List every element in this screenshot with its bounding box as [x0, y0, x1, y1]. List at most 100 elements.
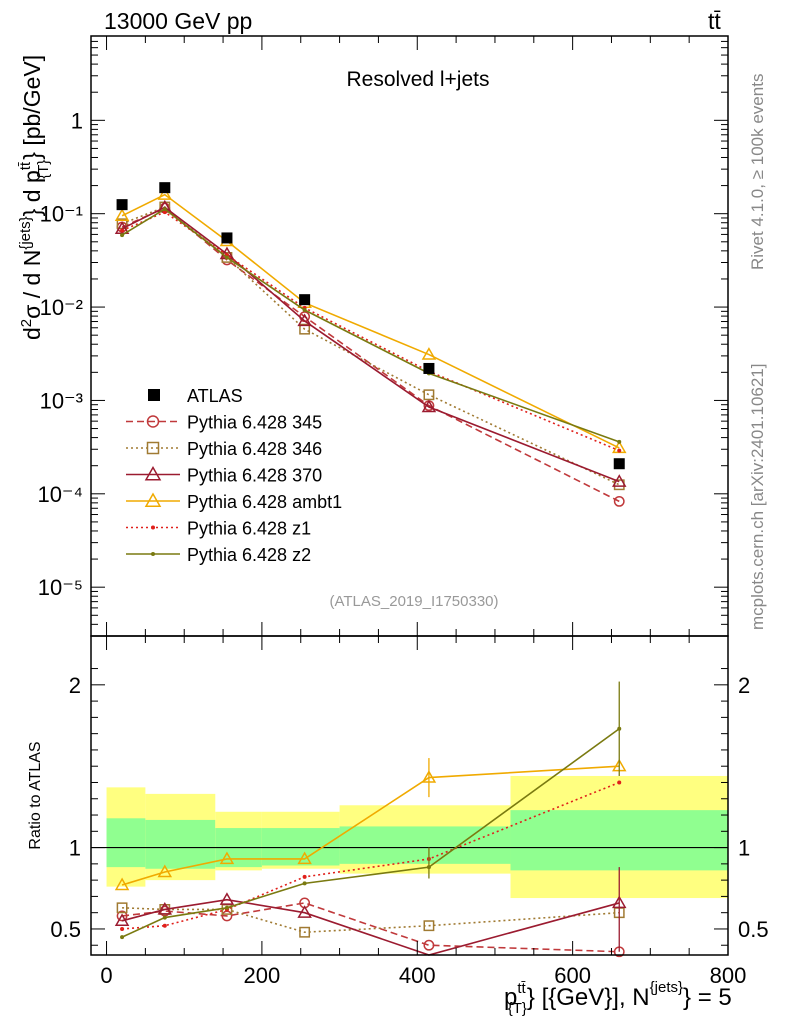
- data-point: [116, 199, 128, 211]
- series-marker: [219, 851, 235, 865]
- legend: ATLAS Pythia 6.428 345 Pythia 6.428 346 Pyt…: [126, 386, 342, 565]
- ratio-y-tick-label-right: 0.5: [738, 917, 769, 942]
- series-marker: [162, 923, 167, 928]
- legend-label: Pythia 6.428 345: [187, 413, 322, 433]
- series-marker: [613, 495, 625, 507]
- mcplots-label: mcplots.cern.ch [arXiv:2401.10621]: [748, 364, 767, 630]
- x-tick-label: 800: [710, 963, 747, 988]
- series-marker: [116, 902, 128, 914]
- series-marker: [162, 915, 167, 920]
- ratio-y-tick-label-right: 2: [738, 673, 750, 698]
- data-point: [159, 182, 171, 194]
- series-marker: [162, 207, 167, 212]
- series-marker: [114, 877, 130, 891]
- stat-band-inner: [106, 818, 146, 868]
- legend-marker: [148, 389, 160, 401]
- y-tick-label: 10⁻³: [40, 388, 83, 413]
- legend-label: Pythia 6.428 z2: [187, 545, 311, 565]
- series-marker: [612, 474, 627, 487]
- series-marker: [157, 901, 173, 915]
- ratio-y-tick-label: 1: [69, 836, 81, 861]
- series-marker: [120, 233, 125, 238]
- series-marker: [421, 399, 437, 413]
- series-marker: [617, 439, 622, 444]
- ratio-y-axis-label: Ratio to ATLAS: [27, 741, 44, 849]
- series-marker: [297, 851, 312, 865]
- ratio-series-line: [122, 781, 620, 930]
- series-marker: [302, 881, 307, 886]
- ratio-y-tick-label-right: 1: [738, 836, 750, 861]
- series-marker: [302, 308, 307, 313]
- series-marker: [224, 255, 229, 260]
- ratio-series-line: [121, 898, 620, 956]
- stat-band-inner: [145, 819, 216, 869]
- series-marker: [617, 448, 622, 453]
- ratio-panel: 0 200 400 600 800 0.5 0.5 1 1 2 2 Ratio to ATLAS: [27, 635, 769, 988]
- series-marker: [299, 926, 311, 938]
- legend-label: Pythia 6.428 346: [187, 439, 322, 459]
- series-marker: [144, 465, 162, 481]
- series-marker: [162, 210, 167, 215]
- data-point: [299, 294, 311, 306]
- process-label: tt̄: [708, 8, 721, 34]
- legend-label: ATLAS: [187, 386, 243, 406]
- beam-label: 13000 GeV pp: [104, 8, 252, 34]
- x-tick-label: 200: [244, 963, 281, 988]
- x-tick-label: 400: [399, 963, 436, 988]
- x-tick-label: 0: [100, 963, 112, 988]
- series-marker: [617, 780, 622, 785]
- analysis-label: (ATLAS_2019_I1750330): [329, 593, 498, 610]
- y-tick-label: 10⁻⁵: [38, 575, 83, 600]
- data-point: [221, 232, 233, 244]
- stat-band-inner: [339, 826, 511, 864]
- series-marker: [297, 313, 312, 327]
- series-marker: [224, 905, 229, 910]
- y-tick-label: 10⁻²: [40, 295, 83, 320]
- ratio-frame: [90, 635, 729, 956]
- series-marker: [120, 228, 125, 233]
- series-marker: [114, 208, 130, 221]
- x-tick-label: 600: [554, 963, 591, 988]
- x-axis-label: ptt̄ {T}} [{GeV}], N{jets}} = 5: [504, 979, 732, 1017]
- series-marker: [302, 874, 307, 879]
- series-marker: [423, 920, 435, 932]
- plot-title: Resolved l+jets: [347, 68, 490, 91]
- legend-label: Pythia 6.428 z1: [187, 519, 311, 539]
- series-marker: [297, 905, 312, 918]
- ratio-series-line: [121, 728, 620, 938]
- series-marker: [299, 323, 311, 335]
- ratio-y-tick-label: 2: [69, 673, 81, 698]
- series-marker: [120, 926, 125, 931]
- data-point: [613, 458, 625, 470]
- main-panel: Resolved l+jets (ATLAS_2019_I1750330) 10⁻⁵…: [37, 35, 729, 637]
- stat-band-inner: [510, 810, 728, 871]
- y-tick-label: 1: [71, 108, 83, 133]
- series-marker: [423, 939, 435, 951]
- series-marker: [151, 525, 155, 530]
- series-marker: [219, 892, 235, 905]
- ratio-y-tick-label: 0.5: [50, 917, 81, 942]
- series-marker: [144, 492, 162, 507]
- series-marker: [157, 187, 173, 200]
- series-marker: [114, 913, 130, 927]
- ratio-series-line: [121, 765, 620, 886]
- y-tick-label: 10⁻⁴: [37, 482, 83, 507]
- series-marker: [421, 347, 437, 360]
- series-marker: [423, 389, 435, 401]
- series-marker: [120, 935, 125, 940]
- ratio-series-line: [121, 902, 620, 953]
- legend-label: Pythia 6.428 ambt1: [187, 492, 342, 512]
- rivet-label: Rivet 4.1.0, ≥ 100k events: [748, 74, 767, 270]
- series-marker: [157, 864, 173, 878]
- legend-label: Pythia 6.428 370: [187, 466, 322, 486]
- data-point: [423, 362, 435, 374]
- series-line: [121, 208, 620, 443]
- series-line: [121, 206, 620, 483]
- series-line: [121, 193, 620, 449]
- ratio-series-line: [122, 907, 620, 934]
- series-marker: [146, 415, 160, 428]
- series-marker: [151, 552, 155, 556]
- y-tick-label: 10⁻¹: [40, 202, 83, 227]
- series-marker: [146, 441, 160, 455]
